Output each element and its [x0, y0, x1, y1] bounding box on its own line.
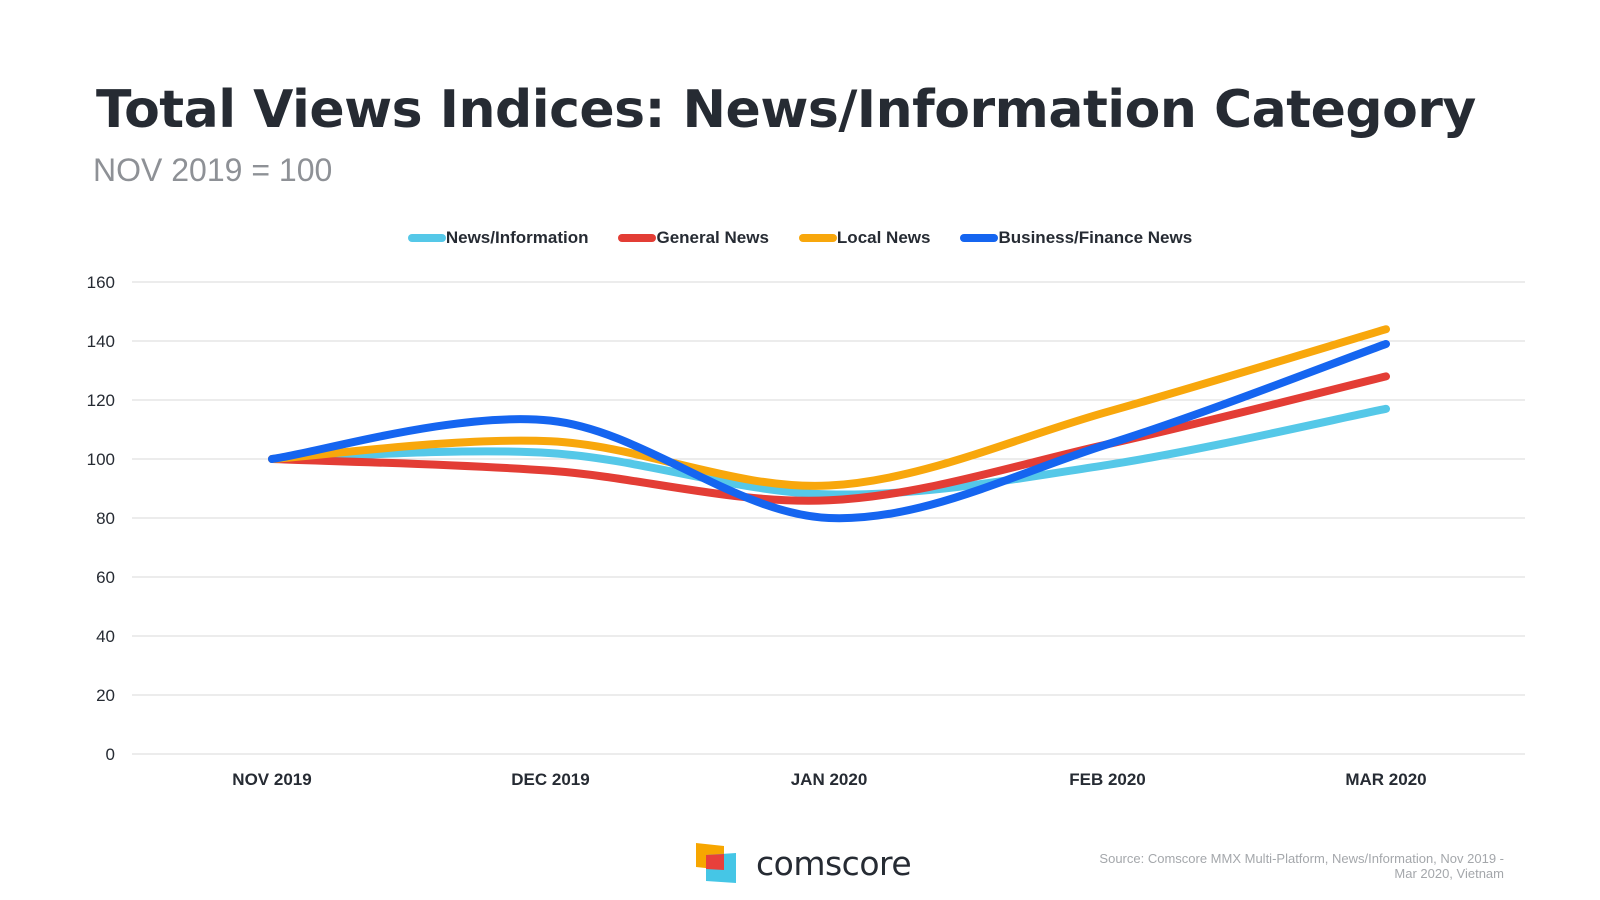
legend-swatch-general-news	[618, 234, 657, 242]
comscore-logo-mark-icon	[696, 843, 736, 883]
legend-label-business-finance-news: Business/Finance News	[998, 228, 1193, 247]
chart-title: Total Views Indices: News/Information Ca…	[96, 80, 1476, 140]
y-tick-label-20: 20	[96, 686, 115, 705]
legend-item-news-information: News/Information	[407, 228, 589, 248]
y-tick-label-60: 60	[96, 568, 115, 587]
legend-swatch-local-news	[798, 234, 837, 242]
legend-item-general-news: General News	[618, 228, 769, 248]
legend-swatch-news-information	[407, 234, 446, 242]
series-line-business-finance-news	[268, 339, 1390, 523]
y-tick-label-0: 0	[106, 745, 115, 764]
legend-swatch-business-finance-news	[960, 234, 999, 242]
y-tick-label-160: 160	[87, 273, 115, 292]
source-line-1: Source: Comscore MMX Multi-Platform, New…	[1099, 851, 1504, 866]
series-line-general-news	[268, 372, 1390, 505]
y-tick-label-80: 80	[96, 509, 115, 528]
x-tick-label-dec-2019: DEC 2019	[511, 770, 589, 789]
y-tick-label-100: 100	[87, 450, 115, 469]
legend-label-local-news: Local News	[836, 228, 931, 247]
y-tick-label-140: 140	[87, 332, 115, 351]
chart-legend: News/Information General News Local News Bu…	[0, 228, 1600, 248]
comscore-logo-text: comscore	[756, 843, 912, 883]
x-tick-label-nov-2019: NOV 2019	[232, 770, 311, 789]
legend-label-general-news: General News	[656, 228, 769, 247]
y-tick-label-120: 120	[87, 391, 115, 410]
legend-item-local-news: Local News	[798, 228, 931, 248]
series-line-local-news	[268, 325, 1390, 490]
source-note: Source: Comscore MMX Multi-Platform, New…	[984, 851, 1504, 881]
series-line-news-information	[268, 404, 1390, 499]
x-tick-label-mar-2020: MAR 2020	[1345, 770, 1426, 789]
source-line-2: Mar 2020, Vietnam	[1394, 866, 1504, 881]
comscore-logo: comscore	[694, 843, 912, 883]
legend-item-business-finance-news: Business/Finance News	[960, 228, 1192, 248]
x-tick-label-feb-2020: FEB 2020	[1069, 770, 1146, 789]
x-tick-label-jan-2020: JAN 2020	[791, 770, 868, 789]
legend-label-news-information: News/Information	[445, 228, 589, 247]
chart-subtitle: NOV 2019 = 100	[93, 152, 333, 188]
y-tick-label-40: 40	[96, 627, 115, 646]
